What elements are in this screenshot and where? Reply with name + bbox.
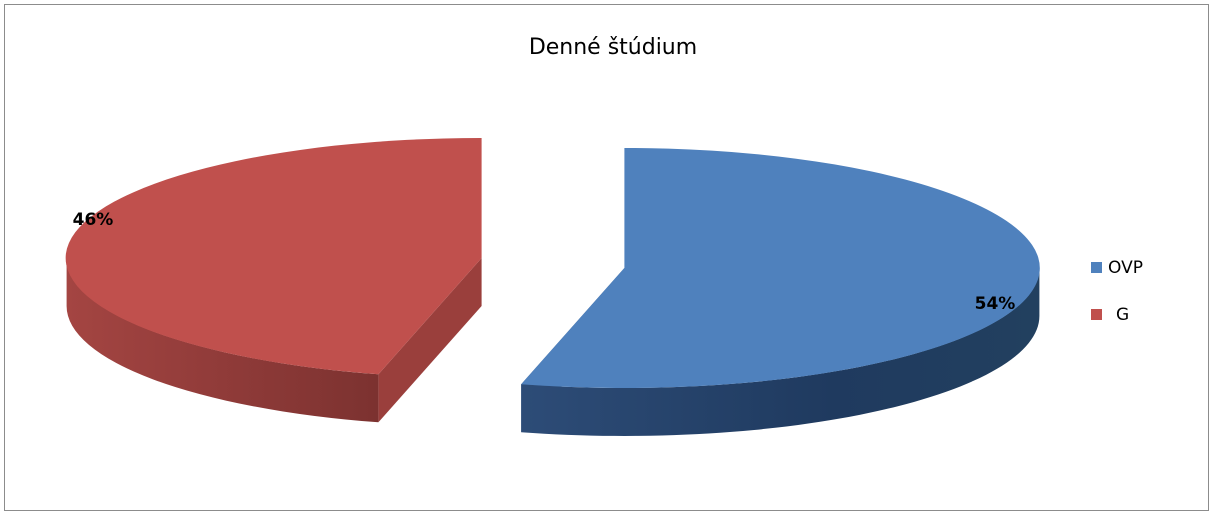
pie-chart: Denné štúdium 54% 46% OVP G (65, 35, 1143, 436)
slice-inner-face-g (378, 258, 482, 423)
slice-ovp (521, 147, 1040, 388)
pie-slices (65, 137, 1040, 436)
data-label-ovp: 54% (975, 294, 1016, 314)
legend-label-g: G (1116, 305, 1129, 325)
legend-swatch-g (1091, 309, 1102, 320)
legend: OVP G (1091, 258, 1143, 325)
data-label-g: 46% (73, 210, 114, 230)
slice-side-g (66, 258, 379, 423)
legend-swatch-ovp (1091, 262, 1102, 273)
chart-frame: Denné štúdium 54% 46% OVP G (4, 4, 1209, 511)
slice-side-ovp (521, 268, 1040, 436)
chart-title: Denné štúdium (529, 35, 697, 60)
legend-label-ovp: OVP (1108, 258, 1143, 278)
slice-g (65, 137, 482, 375)
